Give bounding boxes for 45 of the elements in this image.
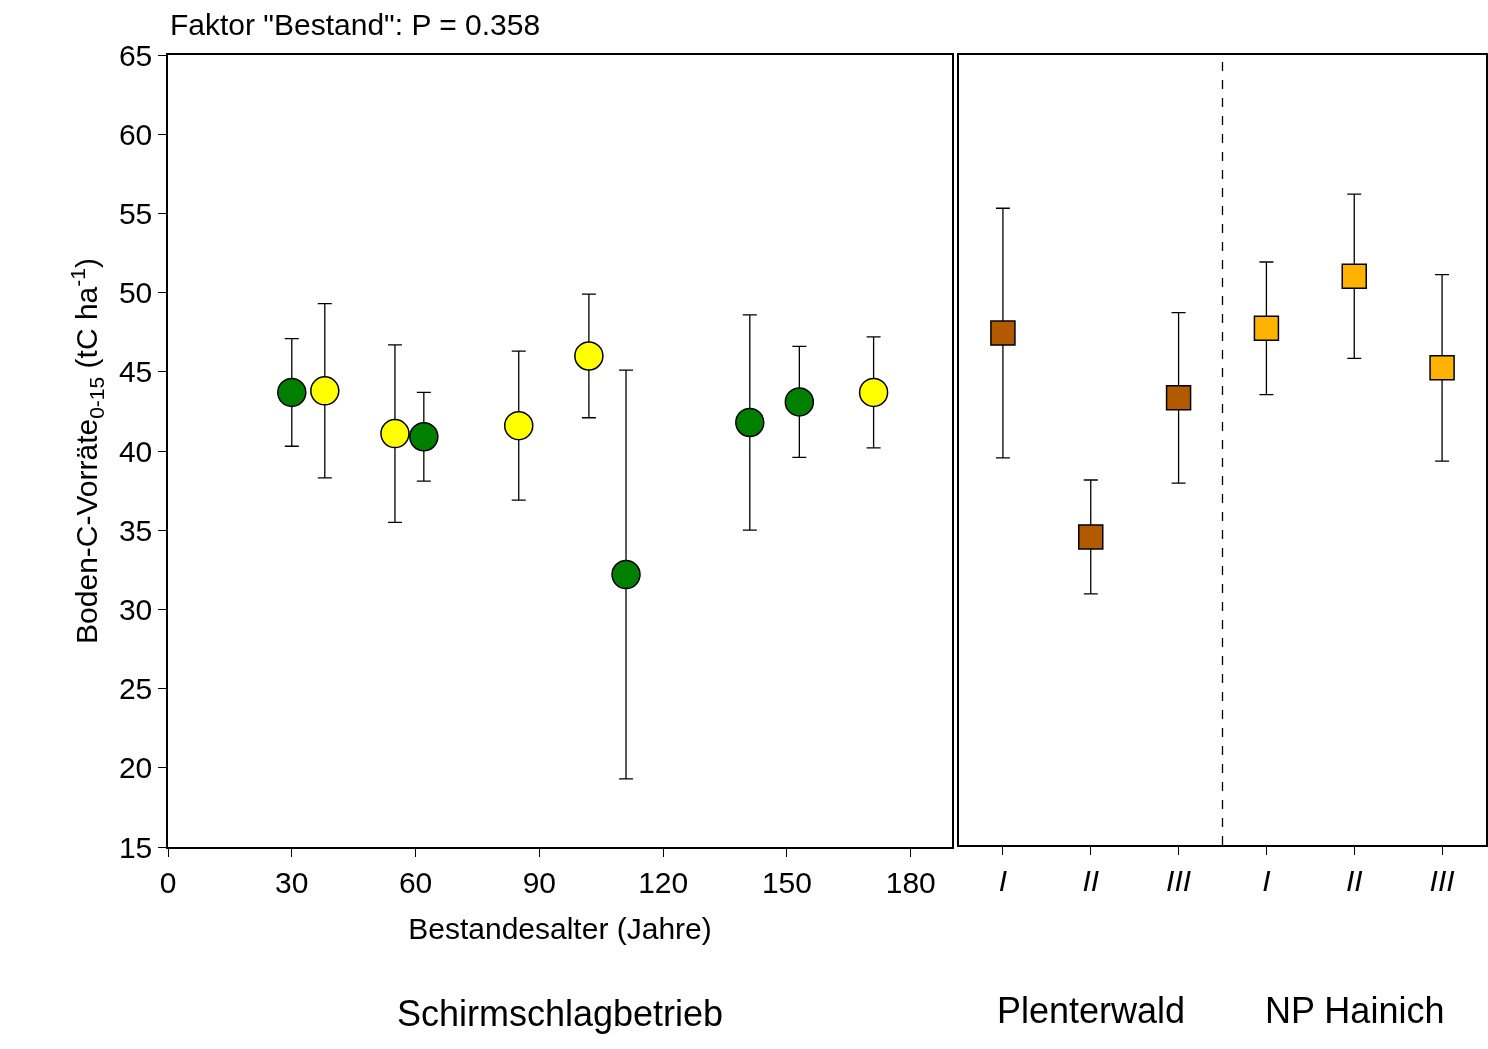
chart-title: Faktor "Bestand": P = 0.358 bbox=[170, 7, 541, 41]
x-tick-label: 120 bbox=[638, 865, 689, 899]
point bbox=[1078, 524, 1104, 550]
point bbox=[504, 410, 534, 441]
y-tick-label: 35 bbox=[118, 513, 153, 547]
y-tick-label: 45 bbox=[118, 355, 153, 389]
x-tick-label: II bbox=[1345, 863, 1363, 897]
point bbox=[1341, 263, 1367, 289]
y-tick-label: 55 bbox=[118, 196, 153, 230]
x-tick-label: 0 bbox=[159, 865, 177, 899]
point bbox=[277, 377, 307, 408]
y-tick-label: 50 bbox=[118, 276, 153, 310]
y-tick-label: 40 bbox=[118, 434, 153, 468]
x-tick-label: 150 bbox=[761, 865, 812, 899]
y-tick-label: 30 bbox=[118, 592, 153, 626]
y-tick-label: 15 bbox=[118, 830, 153, 864]
x-tick-label: 60 bbox=[398, 865, 433, 899]
text: NP Hainich bbox=[1265, 990, 1445, 1031]
point bbox=[1429, 355, 1455, 381]
point bbox=[310, 376, 340, 406]
text: Plenterwald bbox=[997, 990, 1186, 1031]
x-tick-label: III bbox=[1166, 863, 1192, 897]
point bbox=[574, 341, 604, 371]
x-axis-title: Bestandesalter (Jahre) bbox=[408, 911, 712, 945]
point bbox=[735, 407, 765, 438]
point bbox=[858, 377, 889, 408]
point bbox=[380, 418, 410, 449]
x-tick-label: III bbox=[1429, 863, 1455, 897]
x-tick-label: 30 bbox=[275, 865, 309, 899]
y-tick-label: 20 bbox=[118, 751, 153, 785]
text: Schirmschlagbetrieb bbox=[397, 993, 724, 1034]
x-tick-label: II bbox=[1082, 863, 1100, 897]
x-tick-label: 90 bbox=[522, 865, 557, 899]
x-tick-label: 180 bbox=[885, 865, 936, 899]
point bbox=[990, 320, 1016, 346]
point bbox=[784, 387, 815, 417]
point bbox=[409, 421, 439, 452]
x-tick-label: I bbox=[998, 863, 1008, 897]
x-tick-label: I bbox=[1262, 863, 1271, 897]
point bbox=[1253, 315, 1280, 342]
point bbox=[611, 559, 641, 590]
point bbox=[1165, 385, 1192, 411]
y-tick-label: 25 bbox=[118, 672, 153, 706]
y-tick-label: 60 bbox=[118, 117, 153, 151]
y-tick-label: 65 bbox=[118, 38, 153, 72]
